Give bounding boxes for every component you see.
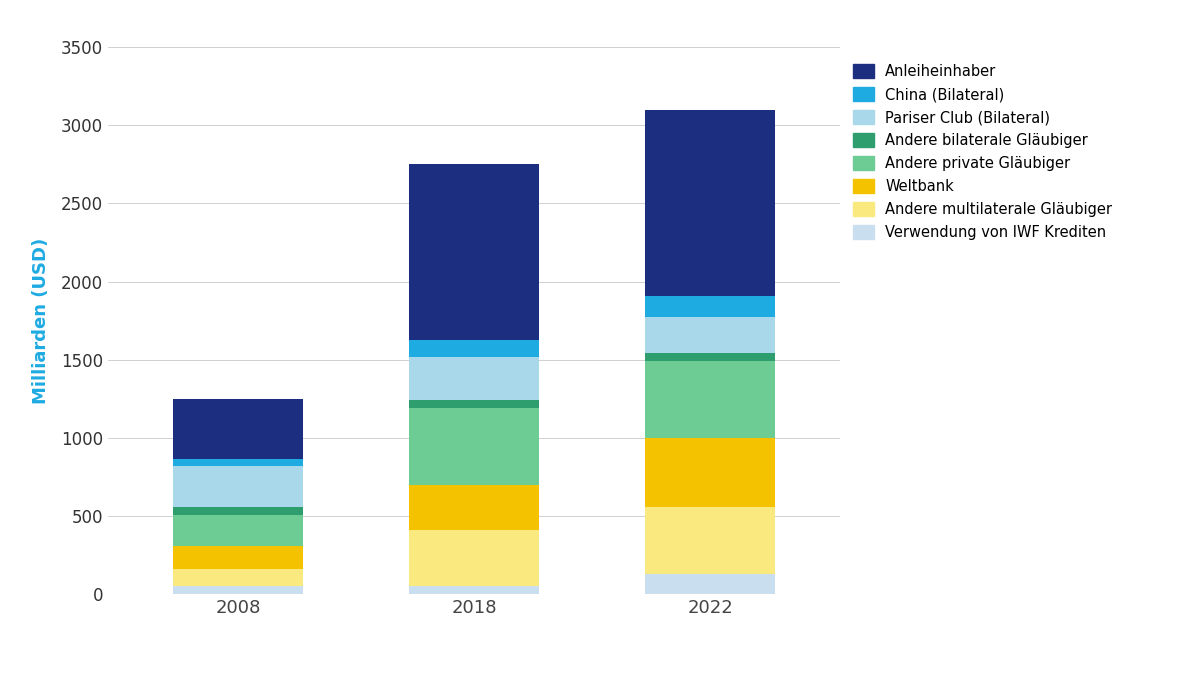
- Bar: [409, 408, 539, 485]
- Bar: [173, 508, 302, 515]
- Bar: [646, 438, 775, 506]
- Bar: [646, 296, 775, 317]
- Bar: [409, 400, 539, 408]
- Bar: [409, 340, 539, 356]
- Bar: [646, 506, 775, 574]
- Bar: [409, 356, 539, 400]
- Bar: [173, 466, 302, 508]
- Bar: [409, 485, 539, 530]
- Legend: Anleiheinhaber, China (Bilateral), Pariser Club (Bilateral), Andere bilaterale G: Anleiheinhaber, China (Bilateral), Paris…: [847, 58, 1118, 246]
- Bar: [646, 317, 775, 354]
- Bar: [409, 165, 539, 340]
- Bar: [409, 530, 539, 586]
- Bar: [173, 459, 302, 466]
- Bar: [646, 361, 775, 438]
- Y-axis label: Milliarden (USD): Milliarden (USD): [32, 238, 50, 404]
- Bar: [173, 399, 302, 459]
- Bar: [646, 110, 775, 296]
- Bar: [173, 546, 302, 569]
- Bar: [646, 574, 775, 594]
- Bar: [173, 586, 302, 594]
- Bar: [173, 515, 302, 546]
- Bar: [646, 354, 775, 361]
- Bar: [409, 586, 539, 594]
- Bar: [173, 569, 302, 586]
